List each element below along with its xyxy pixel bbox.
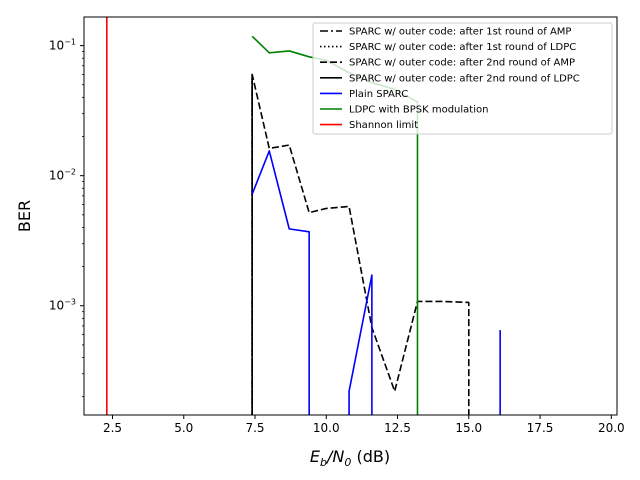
plot-frame bbox=[83, 16, 618, 416]
series-layer bbox=[106, 17, 501, 415]
legend-label: Plain SPARC bbox=[349, 89, 408, 100]
legend-label: SPARC w/ outer code: after 2nd round of … bbox=[349, 58, 575, 69]
series-line-3 bbox=[251, 73, 470, 415]
series-line-5-seg-2 bbox=[348, 274, 373, 415]
x-tick-label: 17.5 bbox=[527, 421, 554, 435]
x-axis-label: Eb/N0 (dB) bbox=[310, 447, 390, 469]
x-tick-label: 10.0 bbox=[313, 421, 340, 435]
x-tick-label: 7.5 bbox=[245, 421, 264, 435]
x-axis-ticks: 2.5 5.0 7.5 10.0 12.5 15.0 17.5 20.0 bbox=[103, 415, 625, 435]
x-tick-label: 15.0 bbox=[455, 421, 482, 435]
x-tick-label: 20.0 bbox=[598, 421, 625, 435]
y-axis-label: BER bbox=[15, 200, 34, 232]
x-tick-label: 12.5 bbox=[384, 421, 411, 435]
legend-frame bbox=[312, 22, 613, 135]
legend-label: LDPC with BPSK modulation bbox=[349, 105, 488, 116]
x-tick-label: 5.0 bbox=[174, 421, 193, 435]
y-tick-label: 10−2 bbox=[49, 168, 76, 183]
y-tick-label: 10−1 bbox=[49, 38, 76, 53]
x-tick-label: 2.5 bbox=[103, 421, 122, 435]
legend-label: SPARC w/ outer code: after 1st round of … bbox=[349, 27, 571, 38]
y-axis-ticks: 10−1 10−2 10−3 bbox=[49, 38, 84, 398]
legend-label: SPARC w/ outer code: after 2nd round of … bbox=[349, 73, 580, 84]
series-line-5-seg-1 bbox=[251, 150, 310, 415]
legend-label: Shannon limit bbox=[349, 120, 418, 131]
legend-label: SPARC w/ outer code: after 1st round of … bbox=[349, 42, 576, 53]
y-tick-label: 10−3 bbox=[49, 298, 76, 313]
legend: SPARC w/ outer code: after 1st round of … bbox=[312, 22, 613, 135]
